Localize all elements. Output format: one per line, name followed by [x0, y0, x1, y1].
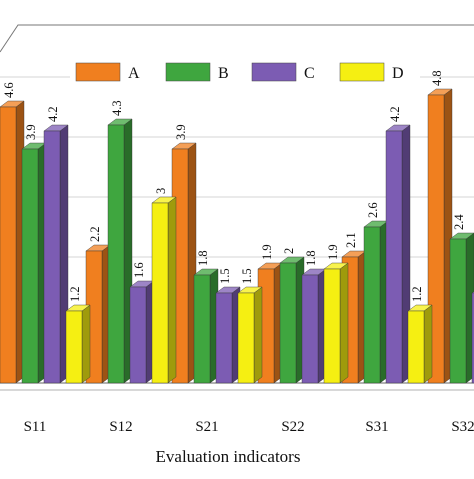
bar-C-S11 — [43, 124, 69, 384]
bar-B-S32 — [449, 232, 474, 384]
bar-front-face — [237, 292, 255, 384]
bar-front-face — [0, 106, 17, 384]
value-label: 3 — [154, 188, 168, 194]
legend-item-D: D — [339, 62, 404, 82]
legend-swatch — [75, 62, 121, 82]
value-label: 2 — [282, 248, 296, 254]
value-label: 1.6 — [132, 262, 146, 278]
value-label: 2.1 — [344, 232, 358, 248]
value-label: 2.2 — [88, 226, 102, 242]
value-label: 4.3 — [110, 100, 124, 116]
bar-side-face — [81, 304, 91, 384]
value-label: 4.2 — [388, 106, 402, 122]
x-axis-title: Evaluation indicators — [156, 447, 301, 466]
bar-front-face — [107, 124, 125, 384]
bar-front-face — [385, 130, 403, 384]
value-label: 4.6 — [2, 82, 16, 98]
legend-label: C — [304, 65, 315, 82]
value-label: 1.9 — [326, 244, 340, 260]
legend-swatch — [251, 62, 297, 82]
bar-D-S11 — [65, 304, 91, 384]
value-labels-layer: 4.6 2.2 3.9 1.9 2.1 4.8 3.9 4.3 1.8 2 2.6 2.4 4.2 1.6… — [2, 70, 466, 302]
legend-label: A — [128, 65, 140, 82]
bar-B-S12 — [107, 118, 133, 384]
bar-front-face — [151, 202, 169, 384]
value-label: 1.5 — [240, 268, 254, 284]
bar-front-face — [407, 310, 425, 384]
value-label: 1.2 — [68, 286, 82, 302]
value-label: 1.5 — [218, 268, 232, 284]
legend-label: D — [392, 65, 404, 82]
bar-C-S22 — [301, 268, 327, 384]
bar-C-S12 — [129, 280, 155, 384]
bar-C-S21 — [215, 286, 241, 384]
legend-label: B — [218, 65, 229, 82]
value-label: 2.6 — [366, 202, 380, 218]
bar-C-S31 — [385, 124, 411, 384]
x-tick-label: S11 — [24, 419, 47, 435]
bar-A-S11 — [0, 100, 25, 384]
bar-D-S12 — [151, 196, 177, 384]
bar-D-S31 — [407, 304, 433, 384]
x-tick-label: S31 — [365, 419, 388, 435]
bar-front-face — [301, 274, 319, 384]
back-wall-edge — [0, 24, 474, 53]
bar-B-S22 — [279, 256, 305, 384]
x-tick-labels: S11 S12 S21 S22 S31 S32 — [24, 419, 474, 435]
bar-front-face — [449, 238, 467, 384]
legend-swatch — [339, 62, 385, 82]
bars-layer — [0, 88, 474, 384]
bar-front-face — [193, 274, 211, 384]
bar-B-S11 — [21, 142, 47, 384]
bar-side-face — [167, 196, 177, 384]
legend: A B C D — [70, 56, 420, 90]
value-label: 1.2 — [410, 286, 424, 302]
legend-item-C: C — [251, 62, 315, 82]
bar-front-face — [215, 292, 233, 384]
bar-side-face — [423, 304, 433, 384]
value-label: 1.8 — [196, 250, 210, 266]
bar-side-face — [253, 286, 263, 384]
bar-B-S21 — [193, 268, 219, 384]
x-tick-label: S22 — [281, 419, 304, 435]
value-label: 2.4 — [452, 214, 466, 230]
bar-front-face — [363, 226, 381, 384]
legend-item-B: B — [165, 62, 229, 82]
bar-front-face — [21, 148, 39, 384]
bar-front-face — [129, 286, 147, 384]
bar-front-face — [43, 130, 61, 384]
legend-swatch — [165, 62, 211, 82]
legend-item-A: A — [75, 62, 140, 82]
bar-side-face — [339, 262, 349, 384]
bar-D-S22 — [323, 262, 349, 384]
value-label: 4.8 — [430, 70, 444, 86]
bar-front-face — [323, 268, 341, 384]
x-tick-label: S21 — [195, 419, 218, 435]
value-label: 1.8 — [304, 250, 318, 266]
value-label: 3.9 — [24, 124, 38, 140]
value-label: 4.2 — [46, 106, 60, 122]
x-tick-label: S32 — [451, 419, 474, 435]
bar-front-face — [279, 262, 297, 384]
bar-D-S21 — [237, 286, 263, 384]
value-label: 3.9 — [174, 124, 188, 140]
x-tick-label: S12 — [109, 419, 132, 435]
bar-B-S31 — [363, 220, 389, 384]
value-label: 1.9 — [260, 244, 274, 260]
bar-front-face — [65, 310, 83, 384]
bar-front-face — [471, 292, 474, 384]
